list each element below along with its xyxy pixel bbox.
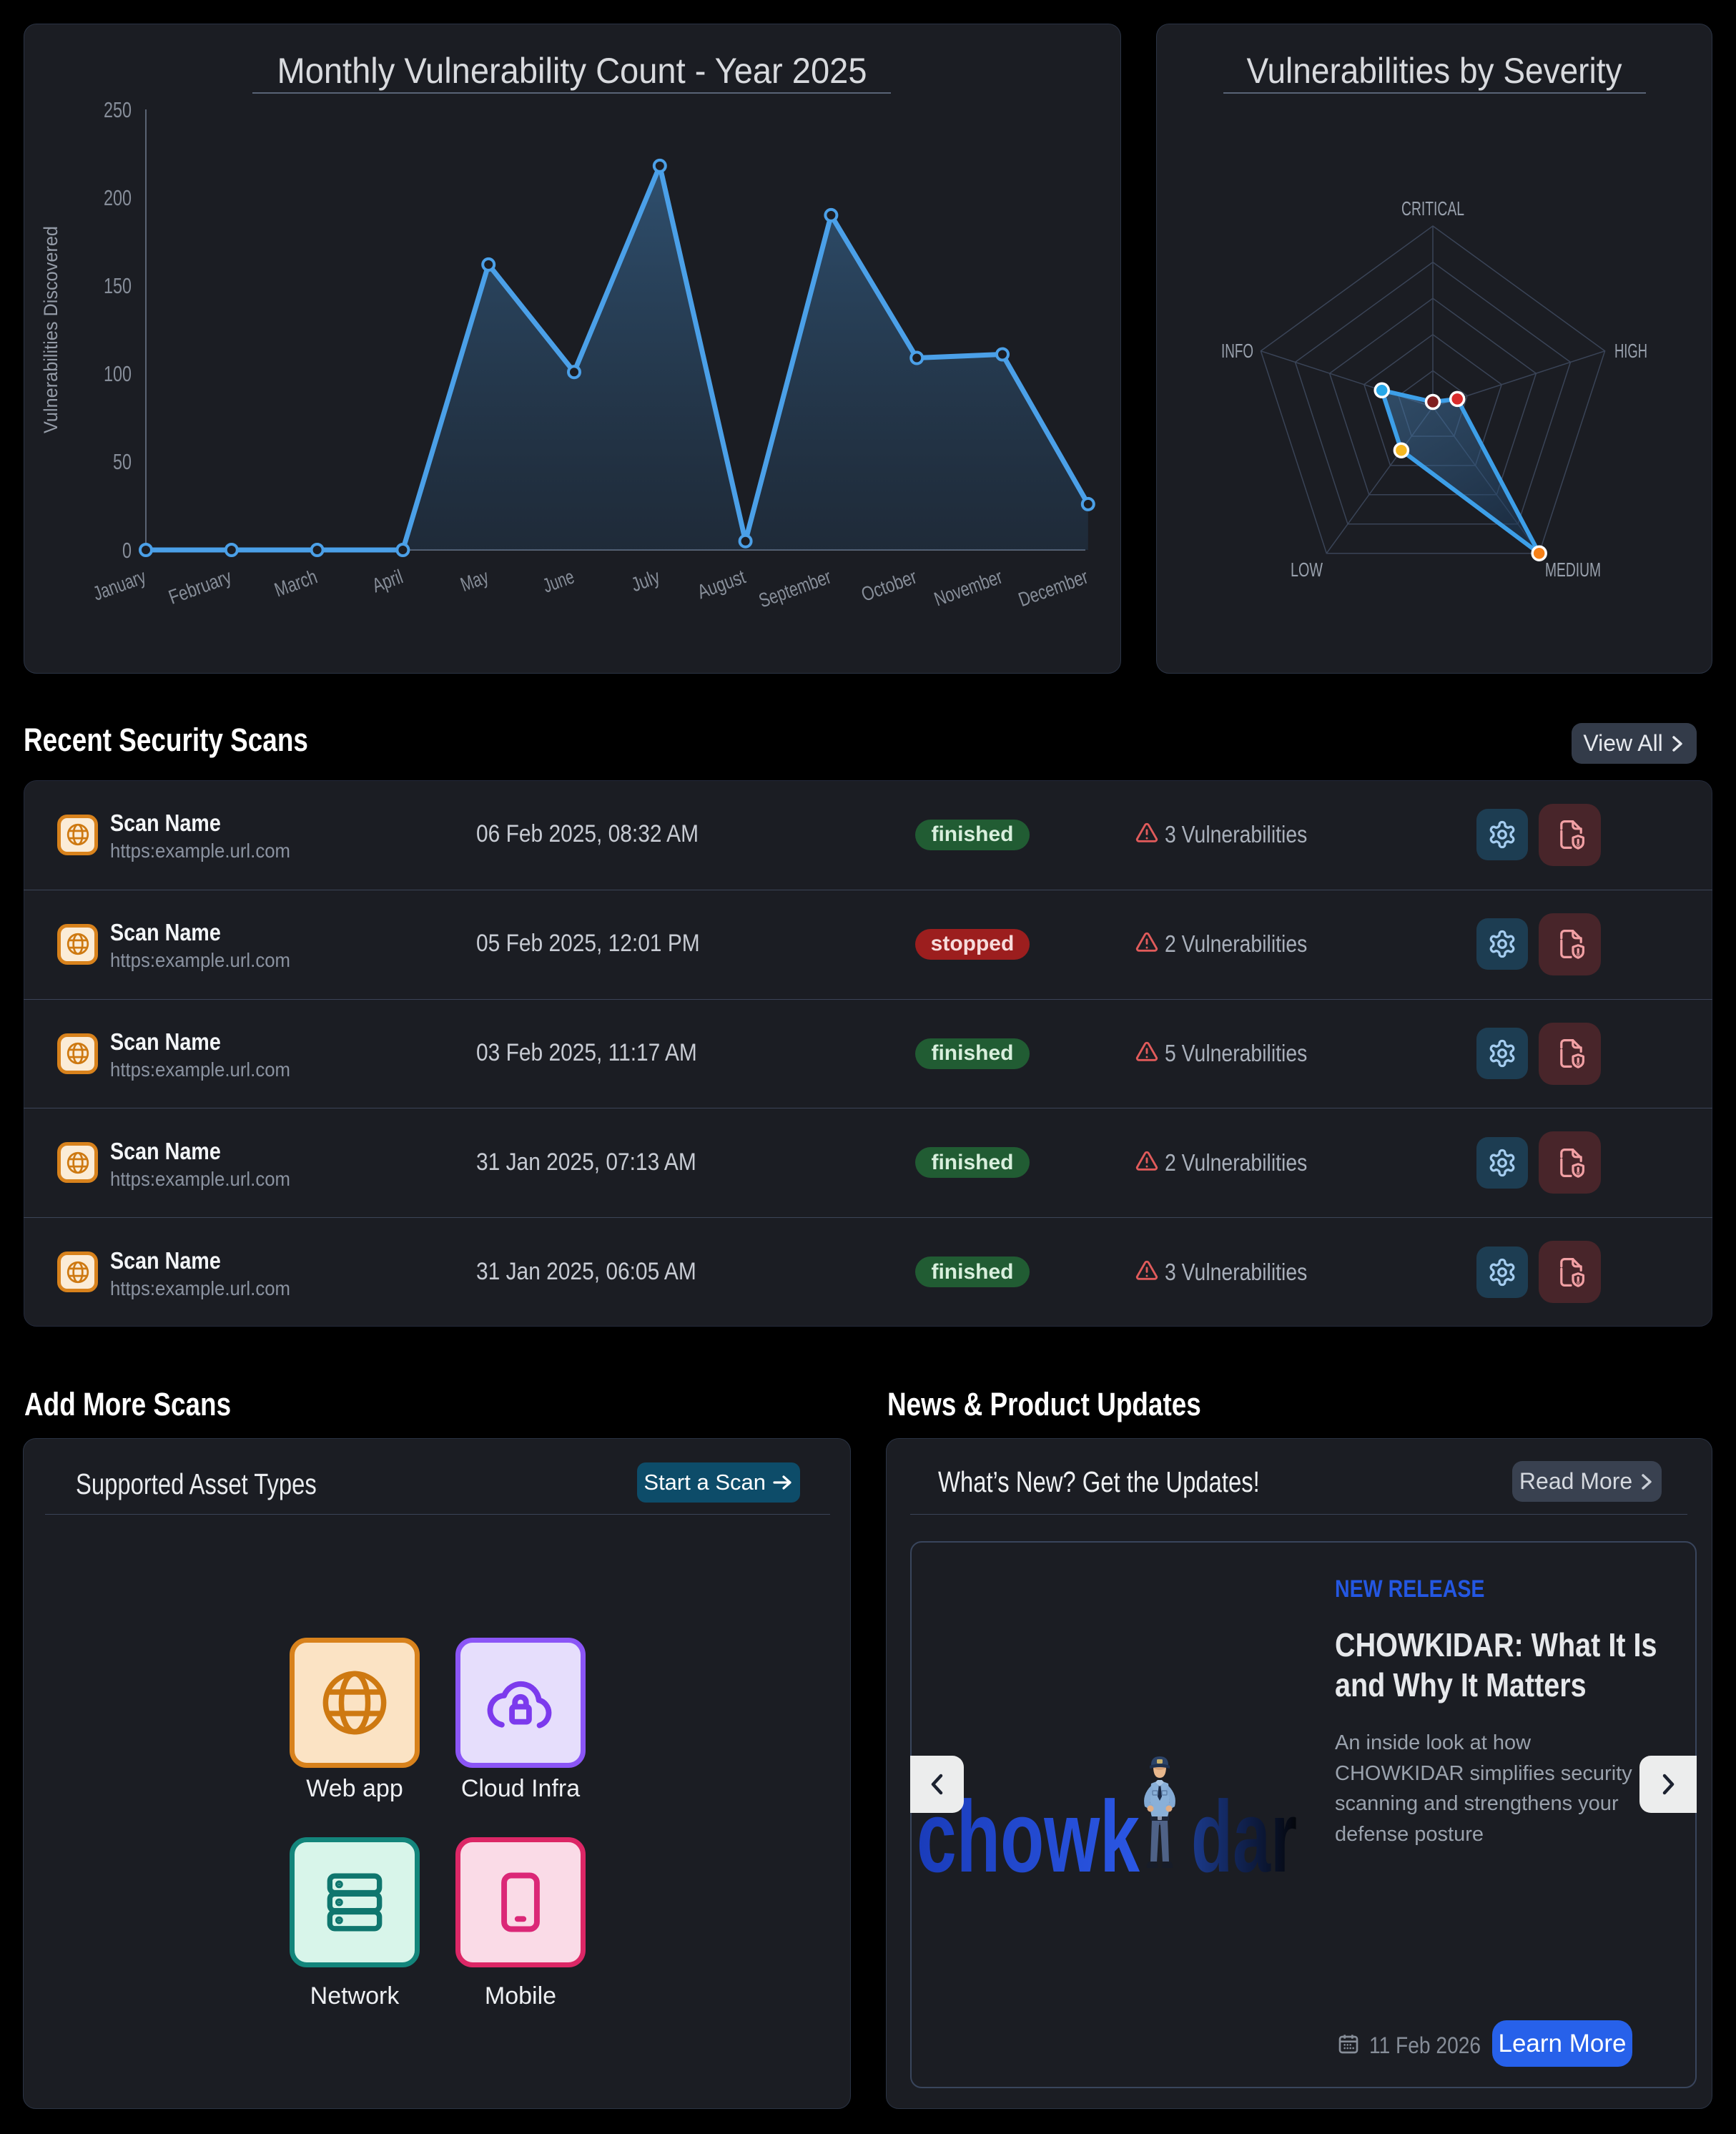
svg-text:50: 50 [113, 449, 132, 474]
svg-text:November: November [931, 566, 1005, 611]
svg-text:dar: dar [1191, 1780, 1297, 1894]
svg-text:February: February [166, 566, 235, 609]
svg-text:150: 150 [104, 273, 132, 298]
svg-text:September: September [756, 566, 834, 612]
svg-text:June: June [540, 566, 577, 597]
svg-text:INFO: INFO [1221, 340, 1253, 362]
svg-text:HIGH: HIGH [1614, 340, 1647, 362]
svg-text:March: March [272, 566, 320, 601]
svg-text:Vulnerabilities by Severity: Vulnerabilities by Severity [1247, 51, 1622, 91]
svg-text:December: December [1015, 566, 1091, 611]
svg-text:100: 100 [104, 361, 132, 386]
svg-text:May: May [458, 566, 491, 596]
svg-text:0: 0 [122, 538, 132, 563]
svg-text:Vulnerabilities Discovered: Vulnerabilities Discovered [40, 226, 61, 433]
svg-text:January: January [90, 566, 149, 605]
svg-text:CRITICAL: CRITICAL [1401, 197, 1464, 220]
svg-text:Monthly Vulnerability Count -: Monthly Vulnerability Count - Year 2025 [277, 51, 867, 91]
svg-text:April: April [369, 566, 405, 597]
svg-text:August: August [694, 565, 749, 603]
svg-text:250: 250 [104, 97, 132, 122]
svg-text:MEDIUM: MEDIUM [1545, 559, 1601, 581]
svg-text:LOW: LOW [1291, 559, 1323, 581]
svg-text:200: 200 [104, 185, 132, 210]
svg-text:October: October [858, 566, 919, 606]
svg-text:July: July [628, 566, 663, 596]
